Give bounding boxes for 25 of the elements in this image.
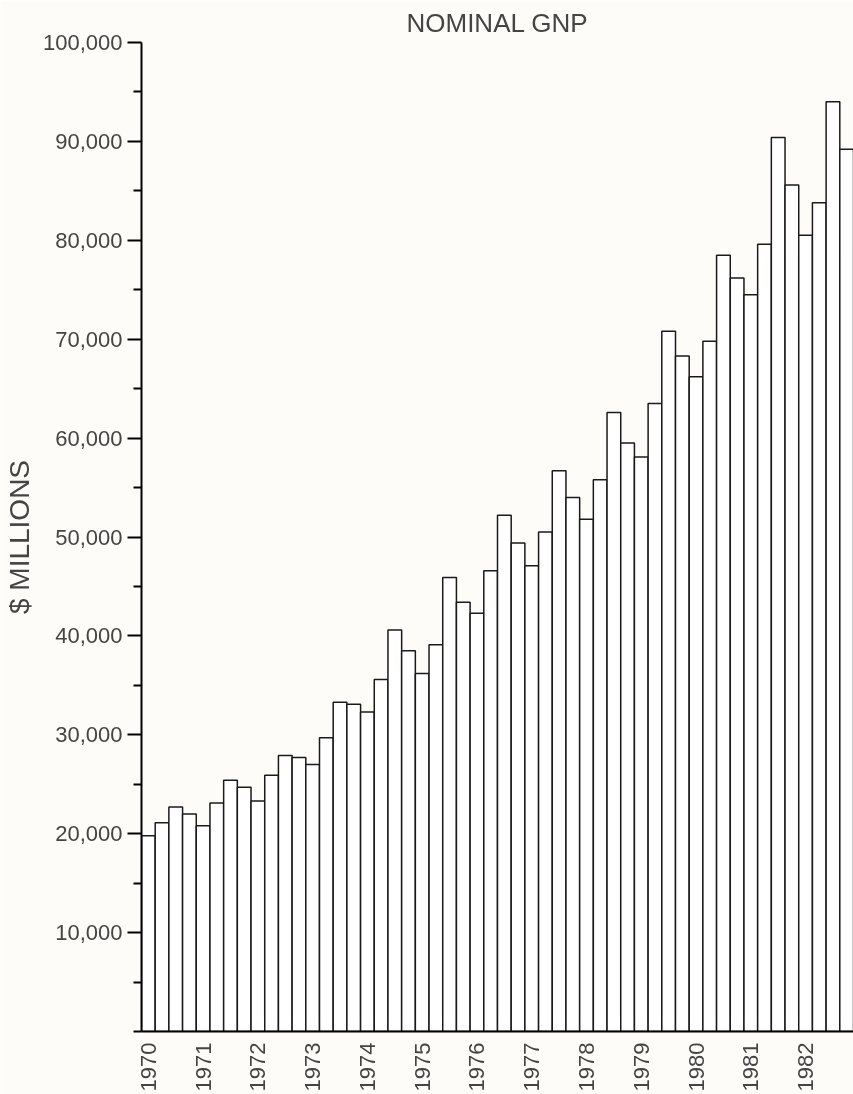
x-tick-label: 1979 <box>628 1042 654 1092</box>
x-tick-label: 1970 <box>135 1042 161 1092</box>
x-tick-label: 1980 <box>683 1042 709 1092</box>
y-tick-label: 40,000 <box>55 623 123 649</box>
y-tick-label: 60,000 <box>55 425 123 451</box>
x-tick-label: 1972 <box>245 1042 271 1092</box>
x-tick-label: 1978 <box>574 1042 599 1092</box>
y-tick-label: 20,000 <box>55 821 123 847</box>
x-tick-label: 1974 <box>354 1042 380 1092</box>
y-tick-label: 100,000 <box>42 30 123 55</box>
y-tick-label: 70,000 <box>55 326 123 352</box>
x-tick-label: 1981 <box>738 1042 764 1092</box>
x-tick-label: 1971 <box>190 1042 216 1092</box>
chart-title: NOMINAL GNP <box>406 7 588 38</box>
x-tick-label: 1982 <box>793 1042 819 1092</box>
text: 10,000 <box>55 920 123 946</box>
x-tick-label: 1975 <box>409 1042 435 1092</box>
y-tick-label: 50,000 <box>55 524 123 550</box>
y-tick-label: 90,000 <box>55 128 123 154</box>
x-tick-label: 1977 <box>519 1042 545 1092</box>
x-tick-label: 1976 <box>464 1042 490 1092</box>
y-tick-label: 30,000 <box>55 722 123 748</box>
x-tick-label: 1973 <box>300 1042 326 1092</box>
y-axis-title: $ MILLIONS <box>3 459 35 615</box>
y-tick-label: 80,000 <box>55 227 123 253</box>
